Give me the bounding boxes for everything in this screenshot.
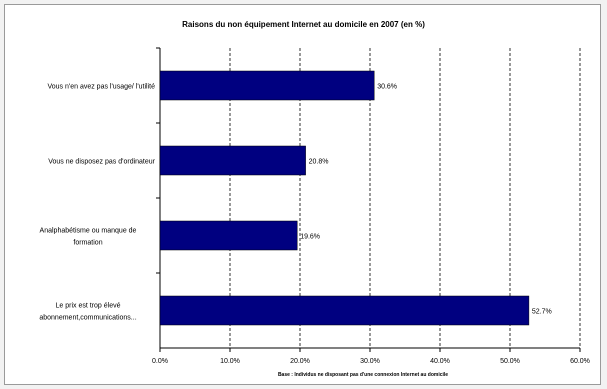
category-label: Analphabétisme ou manque de formation [40, 228, 137, 247]
x-tick-label: 50.0% [500, 358, 520, 365]
data-label: 20.8% [309, 159, 329, 166]
x-tick-label: 10.0% [220, 358, 240, 365]
category-label: Vous n'en avez pas l'usage/ l'utilité [47, 84, 155, 91]
category-label: Vous ne disposez pas d'ordinateur [48, 159, 155, 166]
data-label: 52.7% [532, 309, 552, 316]
x-tick-label: 0.0% [152, 358, 168, 365]
chart-note: Base : Individus ne disposant pas d'une … [277, 372, 449, 378]
x-tick-label: 40.0% [430, 358, 450, 365]
bar [159, 220, 298, 251]
bar [159, 70, 375, 101]
x-tick-label: 60.0% [570, 358, 590, 365]
bar [159, 295, 530, 326]
category-label: Le prix est trop élevé abonnement,communi… [39, 303, 136, 322]
data-label: 30.6% [377, 84, 397, 91]
chart-title: Raisons du non équipement Internet au do… [182, 20, 425, 29]
x-tick-label: 30.0% [360, 358, 380, 365]
x-tick-label: 20.0% [290, 358, 310, 365]
bar [159, 145, 306, 176]
data-label: 19.6% [300, 234, 320, 241]
